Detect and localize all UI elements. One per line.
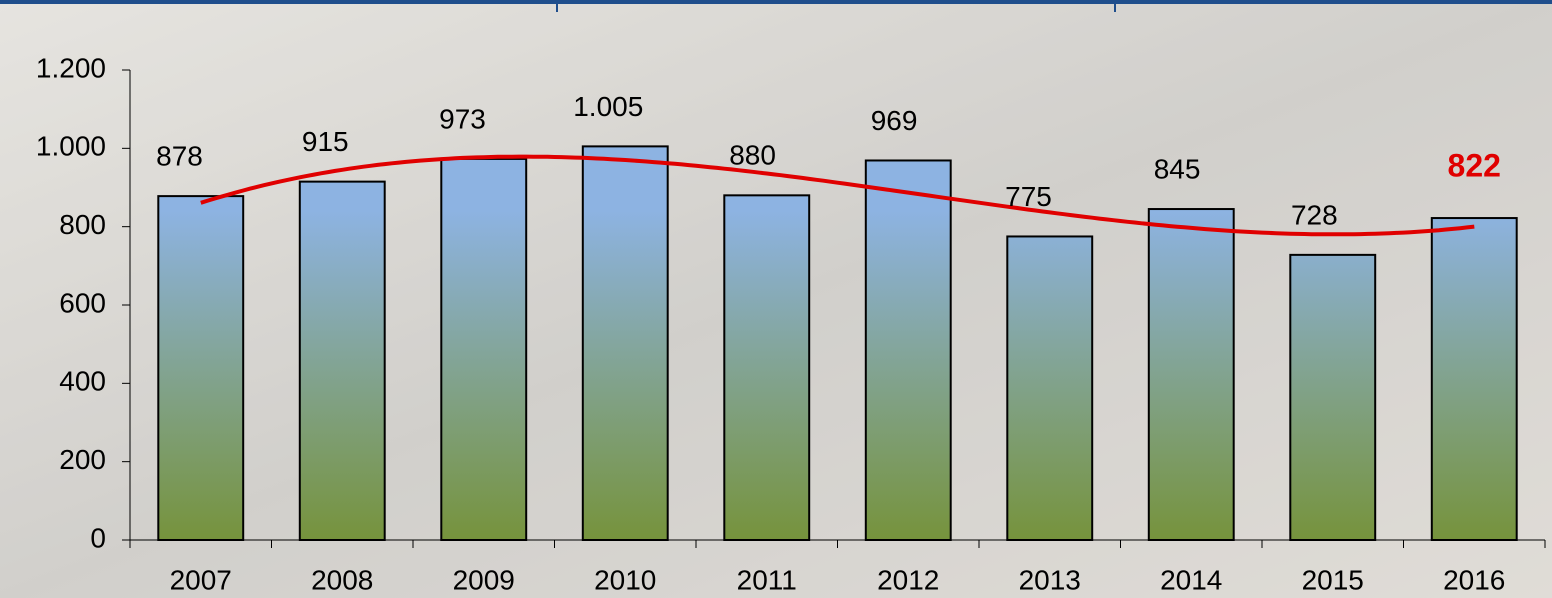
x-tick-label: 2014 [1160, 564, 1222, 595]
top-border [0, 0, 1552, 4]
value-label: 822 [1448, 148, 1501, 184]
bar [1289, 253, 1377, 541]
bar [1147, 208, 1235, 542]
bar [723, 194, 811, 541]
bar [298, 180, 386, 541]
x-tick-label: 2015 [1302, 564, 1364, 595]
bar [157, 195, 245, 541]
x-tick-label: 2009 [453, 564, 515, 595]
y-tick-label: 400 [59, 366, 106, 397]
x-tick-label: 2012 [877, 564, 939, 595]
y-tick-label: 600 [59, 287, 106, 318]
value-label: 969 [871, 105, 918, 136]
x-tick-label: 2010 [594, 564, 656, 595]
y-tick-label: 0 [90, 522, 106, 553]
x-tick-label: 2016 [1443, 564, 1505, 595]
bar [581, 145, 669, 541]
x-tick-label: 2013 [1019, 564, 1081, 595]
value-label: 1.005 [573, 91, 643, 122]
bar [1430, 217, 1518, 542]
value-label: 728 [1291, 199, 1338, 230]
value-label: 915 [302, 126, 349, 157]
y-tick-label: 800 [59, 209, 106, 240]
x-tick-label: 2011 [737, 564, 797, 595]
y-tick-label: 1.000 [36, 131, 106, 162]
x-tick-label: 2008 [311, 564, 373, 595]
y-tick-label: 200 [59, 444, 106, 475]
bar [1006, 235, 1094, 541]
trendline [200, 154, 1475, 237]
value-label: 973 [439, 103, 486, 134]
value-label: 775 [1005, 181, 1052, 212]
x-tick-label: 2007 [170, 564, 232, 595]
value-label: 845 [1154, 153, 1201, 184]
bar [864, 159, 952, 541]
bar [440, 157, 528, 542]
y-tick-label: 1.200 [36, 52, 106, 83]
value-label: 878 [156, 141, 203, 172]
value-label: 880 [729, 140, 776, 171]
